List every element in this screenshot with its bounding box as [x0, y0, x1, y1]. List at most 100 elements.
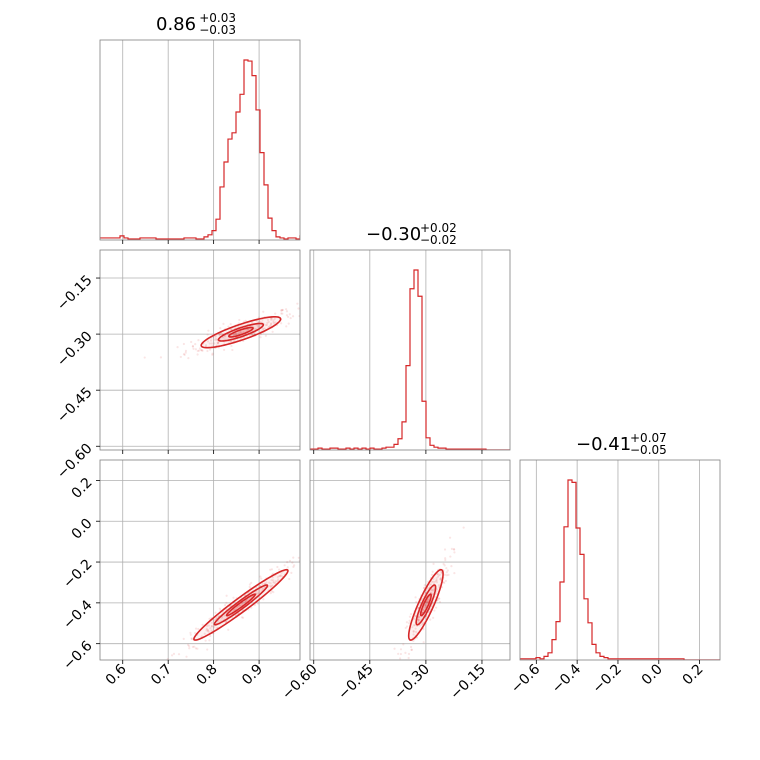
sample-point [211, 353, 214, 356]
sample-point [443, 548, 447, 551]
sample-point [292, 565, 295, 568]
sample-point [407, 656, 410, 660]
sample-point [222, 336, 225, 339]
sample-point [417, 618, 420, 621]
sample-point [418, 615, 421, 618]
sample-point [390, 664, 392, 666]
sample-point [147, 665, 149, 667]
sample-point [220, 332, 223, 335]
y-tick-label: −0.6 [60, 638, 95, 673]
sample-point [411, 626, 414, 629]
sample-point [422, 641, 425, 644]
sample-point [187, 645, 191, 648]
sample-point [408, 615, 412, 618]
sample-point [176, 346, 179, 349]
sample-point [225, 594, 228, 597]
sample-point [429, 583, 433, 586]
x-tick-label: −0.30 [391, 661, 433, 703]
sample-point [233, 608, 236, 611]
sample-point [231, 348, 234, 352]
sample-point [273, 317, 276, 320]
sample-point [443, 564, 446, 567]
title-median: −0.41 [576, 434, 631, 455]
sample-point [443, 581, 446, 585]
sample-point [280, 309, 283, 312]
sample-point [216, 341, 219, 344]
sample-point [285, 310, 289, 313]
sample-point [210, 621, 213, 624]
panel-0-0 [99, 39, 301, 244]
sample-point [185, 655, 188, 658]
sample-point [431, 570, 434, 573]
sample-point [244, 319, 247, 322]
sample-point [223, 614, 226, 617]
sample-point [412, 624, 415, 627]
sample-point [422, 606, 426, 609]
sample-point [432, 562, 435, 565]
sample-point [206, 340, 210, 343]
sample-point [450, 565, 453, 568]
x-tick-label: −0.60 [279, 661, 321, 703]
contour-level-2 [225, 593, 257, 617]
sample-point [407, 652, 411, 656]
sample-point [197, 349, 201, 352]
x-tick-label: 0.8 [194, 661, 221, 688]
sample-point [285, 308, 288, 311]
panel-2-1: −0.60 −0.45 −0.30 −0.15 [279, 459, 511, 703]
sample-point [280, 571, 283, 574]
sample-point [436, 575, 440, 578]
contours [200, 315, 282, 349]
sample-point [262, 310, 265, 313]
sample-point [270, 579, 273, 582]
sample-point [288, 559, 292, 562]
sample-point [414, 630, 418, 634]
sample-point [239, 337, 242, 340]
sample-point [206, 629, 209, 632]
panel-frame [519, 459, 721, 661]
sample-point [270, 318, 273, 321]
sample-point [143, 356, 146, 359]
sample-point [206, 333, 209, 336]
sample-point [453, 572, 456, 575]
sample-point [281, 312, 284, 315]
sample-point [428, 583, 431, 586]
sample-point [191, 344, 195, 348]
sample-point [274, 312, 277, 315]
sample-point [230, 328, 233, 331]
title-upper-error: +0.03 [199, 11, 236, 25]
sample-point [194, 627, 198, 630]
sample-point [208, 617, 211, 620]
sample-point [417, 619, 420, 623]
sample-point [197, 339, 200, 342]
sample-point [444, 558, 447, 562]
sample-point [269, 317, 272, 320]
sample-point [260, 577, 263, 580]
sample-point [425, 601, 428, 604]
sample-point [215, 616, 218, 620]
sample-point [433, 580, 436, 583]
sample-point [287, 322, 290, 325]
panel-1-1 [309, 249, 511, 454]
sample-point [270, 322, 273, 325]
sample-point [218, 333, 221, 337]
sample-point [432, 616, 435, 619]
sample-point [445, 567, 448, 570]
sample-point [208, 342, 211, 345]
sample-point [244, 600, 247, 603]
sample-point [159, 356, 163, 359]
sample-point [270, 317, 273, 320]
sample-point [253, 604, 256, 607]
sample-point [270, 584, 273, 588]
sample-point [210, 624, 213, 628]
sample-point [191, 645, 194, 648]
sample-point [194, 342, 197, 346]
sample-point [444, 579, 447, 583]
sample-point [266, 321, 269, 324]
sample-point [216, 342, 220, 345]
sample-point [426, 598, 430, 601]
sample-point [187, 357, 190, 360]
histogram-2 [520, 479, 720, 660]
y-tick-label: −0.15 [54, 272, 96, 314]
sample-point [424, 604, 428, 607]
